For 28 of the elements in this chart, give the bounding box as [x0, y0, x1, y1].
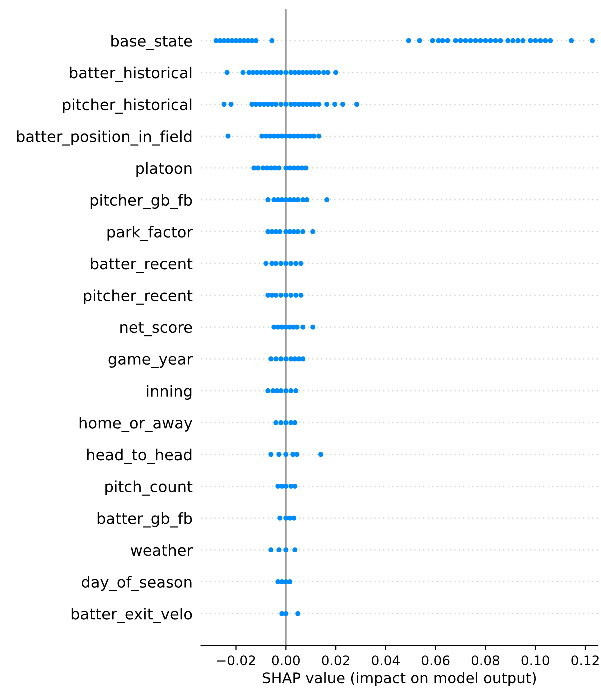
y-tick-label: pitcher_recent — [84, 290, 193, 305]
x-tick-label: 0.12 — [572, 656, 599, 666]
x-tick-label: 0.06 — [422, 656, 450, 666]
x-axis-title: SHAP value (impact on model output) — [263, 672, 536, 686]
y-tick-label: base_state — [112, 35, 192, 50]
x-tick-label: 0.02 — [322, 656, 350, 666]
x-tick-label: 0.04 — [372, 656, 400, 666]
y-tick-label: platoon — [136, 162, 192, 178]
y-tick-label: batter_exit_velo — [72, 608, 192, 624]
y-tick-label: pitcher_historical — [63, 98, 192, 114]
y-tick-label: batter_recent — [91, 258, 193, 274]
y-tick-label: head_to_head — [87, 448, 192, 464]
x-tick-label: 0.00 — [272, 656, 300, 666]
y-tick-label: park_factor — [108, 226, 193, 242]
y-tick-label: pitcher_gb_fb — [90, 194, 192, 210]
x-tick-label: 0.08 — [472, 656, 500, 666]
y-tick-label: game_year — [108, 356, 193, 368]
x-tick-label: 0.10 — [522, 656, 550, 666]
y-tick-label: batter_gb_fb — [98, 512, 192, 528]
y-tick-label: pitch_count — [106, 480, 193, 496]
y-tick-label: home_or_away — [80, 417, 193, 432]
y-tick-label: batter_historical — [70, 66, 192, 82]
y-tick-label: batter_position_in_field — [17, 130, 192, 146]
y-tick-label: day_of_season — [82, 576, 192, 592]
x-tick-label: −0.02 — [217, 656, 256, 666]
y-tick-label: net_score — [120, 322, 192, 337]
y-tick-label: weather — [131, 544, 193, 556]
y-tick-label: inning — [147, 385, 192, 400]
